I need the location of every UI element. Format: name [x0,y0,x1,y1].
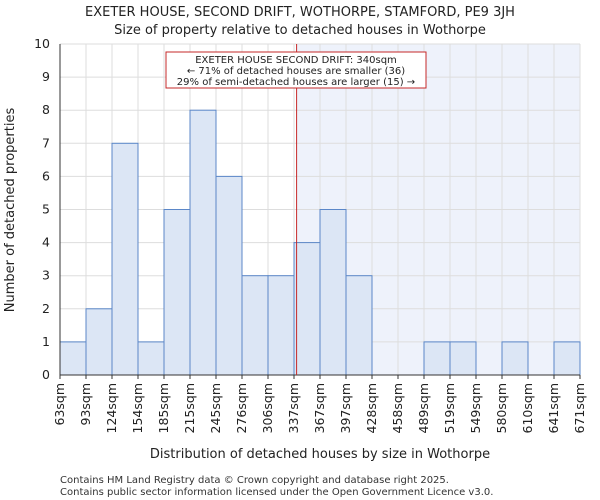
y-tick-label: 6 [42,168,50,183]
x-tick-label: 93sqm [78,383,93,426]
bar [423,341,451,376]
y-tick-label: 8 [42,102,50,117]
x-tick-label: 124sqm [104,383,119,433]
plot-area: 0 1 2 3 4 5 6 7 8 9 10 63sqm 93sqm 124sqm 154sqm 185sqm… [34,36,587,433]
x-tick-label: 337sqm [286,383,301,433]
x-tick-label: 671sqm [572,383,587,433]
y-tick-label: 1 [42,334,50,349]
y-tick-label: 7 [42,135,50,150]
y-axis-label: Number of detached properties [3,108,18,313]
annotation-box [165,51,427,89]
bar [137,341,165,376]
footer-line-1: Contains HM Land Registry data © Crown c… [60,475,449,486]
x-tick-label: 306sqm [260,383,275,433]
chart-subtitle: Size of property relative to detached ho… [114,23,486,38]
y-tick-label: 3 [42,268,50,283]
y-tick-label: 4 [42,235,50,250]
bar [501,341,529,376]
x-tick-label: 367sqm [312,383,327,433]
y-tick-label: 10 [34,36,50,51]
bar [241,275,269,376]
y-tick-label: 0 [42,367,50,382]
bar [59,341,87,376]
x-tick-label: 458sqm [390,383,405,433]
bar [85,308,113,376]
x-tick-label: 519sqm [442,383,457,433]
x-tick-label: 549sqm [468,383,483,433]
bar [267,275,295,376]
x-tick-label: 185sqm [156,383,171,433]
bar [553,341,581,376]
x-tick-label: 154sqm [130,383,145,433]
x-tick-label: 63sqm [52,383,67,426]
y-tick-label: 2 [42,301,50,316]
x-tick-label: 397sqm [338,383,353,433]
footer-line-2: Contains public sector information licen… [60,487,493,498]
y-tick-label: 5 [42,202,50,217]
bar [319,209,347,376]
bar [293,242,321,376]
x-axis-label: Distribution of detached houses by size … [150,447,490,462]
x-tick-label: 489sqm [416,383,431,433]
x-tick-label: 580sqm [494,383,509,433]
chart-title: EXETER HOUSE, SECOND DRIFT, WOTHORPE, ST… [85,5,515,20]
bar [215,175,243,376]
x-tick-label: 215sqm [182,383,197,433]
x-tick-label: 641sqm [546,383,561,433]
x-tick-label: 428sqm [364,383,379,433]
x-tick-label: 276sqm [234,383,249,433]
annotation-line: EXETER HOUSE SECOND DRIFT: 340sqm [195,55,397,66]
annotation-line: 29% of semi-detached houses are larger (… [177,77,415,88]
x-tick-label: 610sqm [520,383,535,433]
bar [163,209,191,376]
bar [449,341,477,376]
bar [111,142,139,376]
bar [189,109,217,376]
x-tick-label: 245sqm [208,383,223,433]
y-tick-label: 9 [42,69,50,84]
bar [345,275,373,376]
annotation-line: ← 71% of detached houses are smaller (36… [187,66,405,77]
